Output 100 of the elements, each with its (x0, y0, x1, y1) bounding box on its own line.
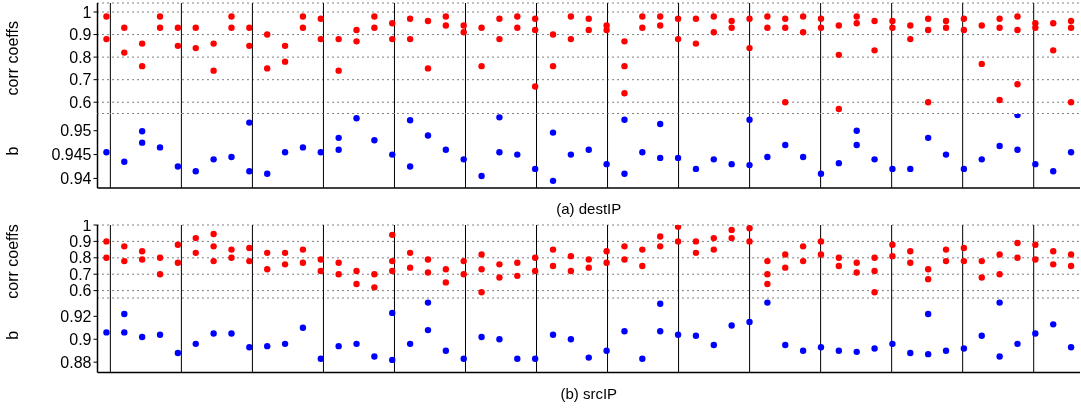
point (353, 114, 360, 121)
point (942, 246, 950, 253)
point (228, 246, 235, 253)
point (996, 271, 1003, 278)
y-axis-title: corr coeffs (3, 21, 21, 96)
point (1067, 262, 1075, 270)
point (835, 51, 843, 59)
point (460, 22, 467, 29)
point (835, 262, 843, 270)
point (996, 24, 1003, 32)
point (692, 165, 700, 172)
point (924, 15, 932, 22)
point (853, 127, 860, 134)
point (1014, 239, 1021, 247)
point (156, 24, 164, 32)
point (192, 340, 199, 348)
point (246, 344, 253, 351)
point (764, 257, 771, 265)
point (960, 345, 968, 352)
point (710, 234, 717, 242)
point (317, 267, 324, 275)
point (692, 249, 700, 257)
point (514, 259, 521, 266)
point (871, 345, 878, 352)
point (657, 154, 664, 161)
point (817, 344, 825, 351)
y-tick-label: 0.6 (69, 93, 92, 111)
point (371, 353, 378, 360)
point (1014, 26, 1021, 34)
point (549, 331, 557, 338)
point (353, 38, 360, 45)
point (174, 259, 182, 266)
point (121, 24, 128, 32)
point (192, 24, 199, 32)
point (496, 336, 503, 343)
y-axis-title: b (3, 330, 21, 340)
point (406, 264, 414, 271)
point (782, 264, 789, 271)
point (103, 13, 110, 20)
point (746, 238, 753, 245)
point (889, 165, 896, 172)
point (764, 271, 771, 278)
point (121, 49, 128, 56)
point (567, 13, 575, 20)
point (353, 26, 360, 34)
point (924, 310, 932, 318)
point (281, 58, 289, 65)
point (138, 40, 146, 47)
y-tick-label: 0.945 (51, 145, 92, 163)
point (174, 241, 182, 248)
point (478, 24, 485, 32)
point (389, 356, 396, 364)
point (817, 251, 825, 258)
point (442, 266, 450, 273)
point (942, 257, 950, 265)
point (978, 22, 985, 29)
point (728, 226, 735, 234)
point (371, 284, 378, 291)
point (460, 271, 467, 278)
point (657, 120, 664, 127)
point (639, 13, 646, 20)
point (782, 341, 789, 349)
point (728, 24, 735, 32)
point (996, 251, 1003, 258)
point (746, 225, 753, 232)
point (442, 13, 450, 20)
point (335, 259, 342, 266)
point (103, 254, 110, 262)
point (246, 118, 253, 126)
y-tick-label: 0.95 (60, 121, 92, 139)
point (1014, 146, 1021, 153)
y-tick-label: 0.94 (60, 169, 92, 187)
point (782, 251, 789, 258)
point (674, 331, 682, 338)
point (228, 153, 235, 160)
point (835, 105, 843, 113)
point (996, 15, 1003, 22)
point (853, 141, 860, 148)
point (264, 266, 271, 273)
point (710, 29, 717, 36)
point (1050, 47, 1057, 54)
point (281, 42, 289, 50)
point (853, 269, 860, 276)
point (907, 22, 914, 29)
point (496, 261, 503, 268)
point (246, 42, 253, 50)
point (782, 15, 789, 22)
point (353, 340, 360, 348)
point (924, 26, 932, 34)
x-axis-title: (a) destIP (556, 199, 622, 217)
point (924, 134, 932, 141)
point (996, 299, 1003, 306)
point (603, 347, 610, 354)
point (978, 332, 985, 340)
point (264, 342, 271, 350)
point (960, 26, 968, 34)
point (514, 13, 521, 20)
point (460, 257, 467, 265)
point (389, 20, 396, 27)
point (621, 62, 628, 70)
